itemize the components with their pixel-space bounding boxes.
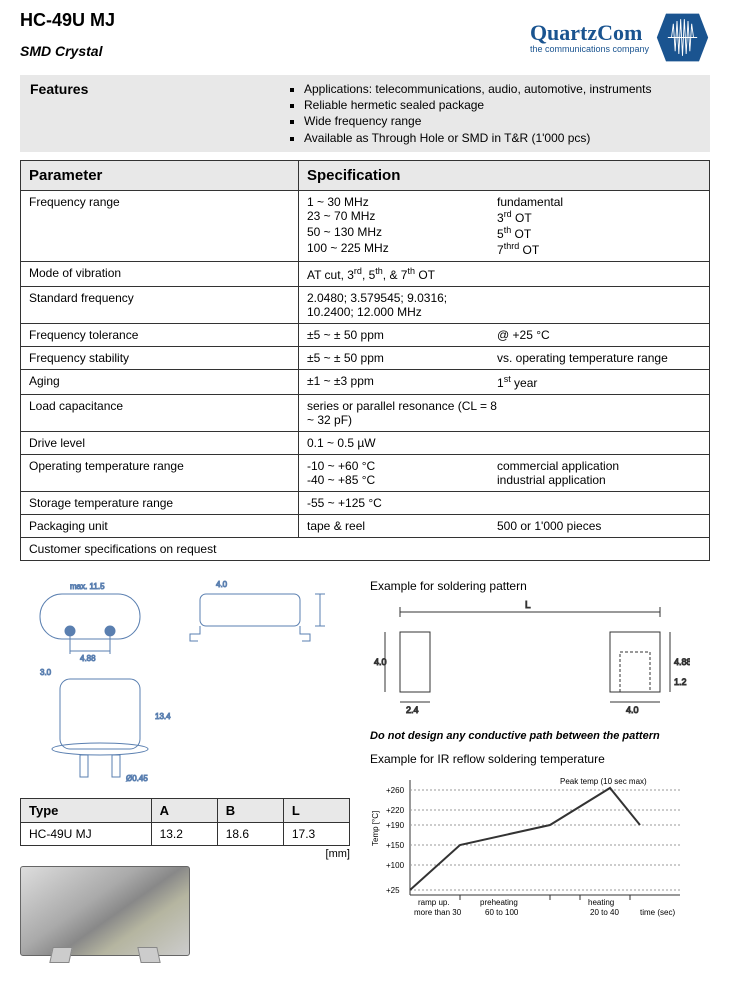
spec-row: Standard frequency2.0480; 3.579545; 9.03… [21,286,710,323]
dim-cell: 17.3 [283,822,349,845]
spec-row: Customer specifications on request [21,537,710,560]
feature-item: Wide frequency range [304,113,652,129]
spec-row: Frequency tolerance±5 ~ ± 50 ppm@ +25 °C [21,323,710,346]
solder-warning: Do not design any conductive path betwee… [370,730,710,742]
spec-param: Aging [21,369,299,394]
svg-text:20 to 40: 20 to 40 [590,908,619,917]
svg-text:time (sec): time (sec) [640,908,675,917]
product-title: HC-49U MJ [20,10,115,31]
dim-cell: 13.2 [151,822,217,845]
spec-row: Storage temperature range-55 ~ +125 °C [21,491,710,514]
features-section: Features Applications: telecommunication… [20,75,710,152]
spec-value: 2.0480; 3.579545; 9.0316; 10.2400; 12.00… [299,286,710,323]
svg-text:L: L [525,600,531,611]
spec-param: Mode of vibration [21,261,299,286]
solder-pattern-drawing: L 4.0 2.4 4.0 4.88 1.2 [370,597,690,717]
svg-text:+190: +190 [386,821,405,830]
dim-header: A [151,798,217,822]
brand-logo: QuartzCom the communications company [530,10,710,65]
spec-param: Operating temperature range [21,454,299,491]
dim-header: L [283,798,349,822]
svg-text:max. 11.5: max. 11.5 [70,582,105,591]
svg-text:4.0: 4.0 [216,580,228,589]
svg-text:Peak temp (10 sec max): Peak temp (10 sec max) [560,777,647,786]
spec-table: Parameter Specification Frequency range1… [20,160,710,561]
spec-param: Frequency stability [21,346,299,369]
svg-text:4.0: 4.0 [374,657,387,667]
svg-text:+260: +260 [386,786,405,795]
spec-row: Frequency range1 ~ 30 MHzfundamental23 ~… [21,190,710,261]
spec-value: tape & reel500 or 1'000 pieces [299,514,710,537]
spec-param: Frequency range [21,190,299,261]
svg-text:+150: +150 [386,841,405,850]
svg-text:Ø0.45: Ø0.45 [126,774,148,783]
svg-text:4.0: 4.0 [626,705,639,715]
svg-text:preheating: preheating [480,898,518,907]
dim-cell: 18.6 [217,822,283,845]
reflow-label: Example for IR reflow soldering temperat… [370,752,710,766]
svg-text:1.2: 1.2 [674,677,687,687]
svg-text:4.88: 4.88 [80,654,96,663]
spec-row: Aging±1 ~ ±3 ppm1st year [21,369,710,394]
dim-header: B [217,798,283,822]
spec-param: Frequency tolerance [21,323,299,346]
svg-text:3.0: 3.0 [40,668,52,677]
spec-value: 0.1 ~ 0.5 µW [299,431,710,454]
spec-value: 1 ~ 30 MHzfundamental23 ~ 70 MHz3rd OT50… [299,190,710,261]
feature-item: Applications: telecommunications, audio,… [304,81,652,97]
svg-text:ramp up.: ramp up. [418,898,450,907]
svg-text:heating: heating [588,898,614,907]
svg-text:more than 30: more than 30 [414,908,462,917]
dim-unit: [mm] [20,848,350,860]
product-subtitle: SMD Crystal [20,43,115,59]
reflow-chart: Temp [°C] +25 +100 +150 +19 [370,770,690,920]
spec-value: ±5 ~ ± 50 ppm@ +25 °C [299,323,710,346]
product-photo [20,866,190,956]
spec-param: Drive level [21,431,299,454]
svg-text:+100: +100 [386,861,405,870]
svg-text:13.4: 13.4 [155,712,171,721]
feature-item: Reliable hermetic sealed package [304,97,652,113]
spec-value: ±1 ~ ±3 ppm1st year [299,369,710,394]
features-list: Applications: telecommunications, audio,… [304,81,652,146]
spec-value: -55 ~ +125 °C [299,491,710,514]
spec-row: Packaging unittape & reel500 or 1'000 pi… [21,514,710,537]
spec-header-spec: Specification [299,160,710,190]
svg-text:Temp [°C]: Temp [°C] [371,811,380,846]
brand-icon [655,10,710,65]
dim-header: Type [21,798,152,822]
spec-param: Storage temperature range [21,491,299,514]
svg-text:+220: +220 [386,806,405,815]
spec-row: Frequency stability±5 ~ ± 50 ppmvs. oper… [21,346,710,369]
spec-row: Operating temperature range-10 ~ +60 °Cc… [21,454,710,491]
spec-param: Packaging unit [21,514,299,537]
spec-value: ±5 ~ ± 50 ppmvs. operating temperature r… [299,346,710,369]
technical-drawing: 4.88 max. 11.5 4.0 [20,579,350,789]
solder-pattern-label: Example for soldering pattern [370,579,710,593]
spec-header-param: Parameter [21,160,299,190]
features-label: Features [30,81,270,146]
dimension-table: Type A B L HC-49U MJ 13.2 18.6 17.3 [20,798,350,846]
svg-text:4.88: 4.88 [674,657,690,667]
spec-value: series or parallel resonance (CL = 8 ~ 3… [299,394,710,431]
spec-param: Customer specifications on request [21,537,710,560]
brand-tagline: the communications company [530,44,649,54]
spec-row: Drive level0.1 ~ 0.5 µW [21,431,710,454]
dim-cell: HC-49U MJ [21,822,152,845]
spec-row: Load capacitanceseries or parallel reson… [21,394,710,431]
feature-item: Available as Through Hole or SMD in T&R … [304,130,652,146]
spec-row: Mode of vibrationAT cut, 3rd, 5th, & 7th… [21,261,710,286]
svg-text:60 to 100: 60 to 100 [485,908,519,917]
spec-param: Load capacitance [21,394,299,431]
spec-value: AT cut, 3rd, 5th, & 7th OT [299,261,710,286]
svg-text:+25: +25 [386,886,400,895]
spec-value: -10 ~ +60 °Ccommercial application-40 ~ … [299,454,710,491]
spec-param: Standard frequency [21,286,299,323]
svg-text:2.4: 2.4 [406,705,419,715]
brand-name: QuartzCom [530,22,649,44]
